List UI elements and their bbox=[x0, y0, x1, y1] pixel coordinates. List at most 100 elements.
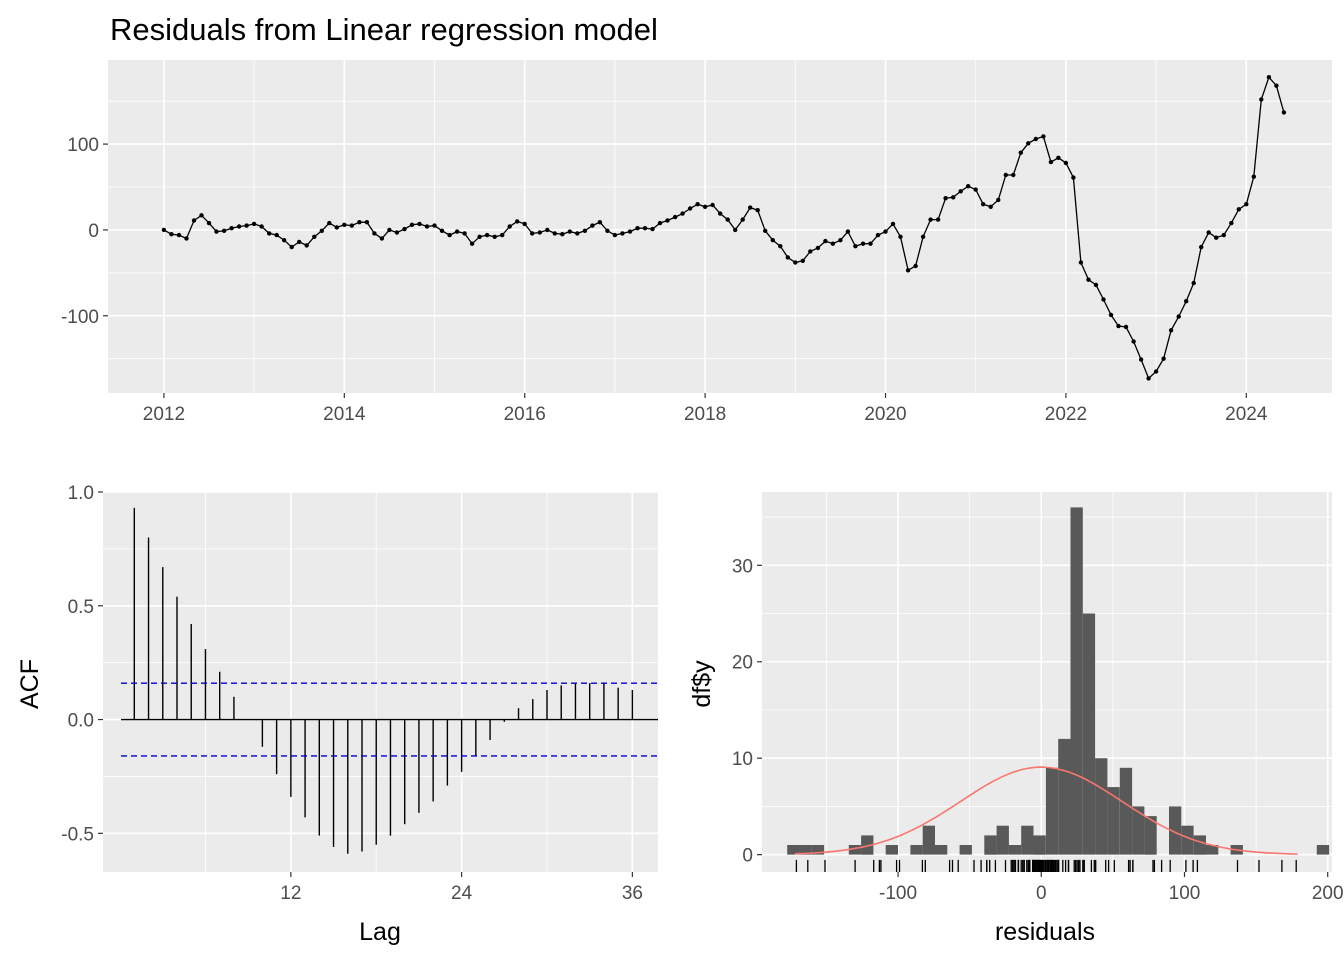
x-tick-label: -100 bbox=[879, 883, 917, 904]
residual-point bbox=[176, 232, 182, 238]
y-tick-label: 0 bbox=[742, 846, 753, 867]
normal-density-curve bbox=[794, 766, 1298, 855]
residual-point bbox=[274, 232, 279, 238]
residual-point bbox=[394, 230, 400, 235]
y-tick-label: 20 bbox=[732, 653, 753, 674]
residual-point bbox=[364, 220, 370, 225]
residual-time-series-panel: 2012 2014 2016 2018 2020 2022 2024 -100 0 100 bbox=[61, 60, 1332, 425]
residual-point bbox=[297, 239, 302, 245]
hist-x-label: residuals bbox=[995, 918, 1095, 946]
x-tick-label: 36 bbox=[622, 883, 643, 904]
residual-point bbox=[206, 220, 212, 226]
residual-point bbox=[199, 213, 204, 218]
hist-bar bbox=[1095, 758, 1108, 855]
y-tick-label: -0.5 bbox=[61, 824, 94, 845]
residual-point bbox=[1138, 357, 1144, 362]
y-tick-label: 1.0 bbox=[68, 483, 94, 504]
residual-point bbox=[545, 227, 550, 233]
residual-point bbox=[251, 221, 257, 227]
x-tick-label: 2016 bbox=[504, 404, 546, 425]
residual-point bbox=[1071, 175, 1076, 180]
residual-point bbox=[1131, 339, 1136, 344]
residual-point bbox=[718, 211, 723, 216]
residual-point bbox=[1116, 323, 1121, 329]
residual-point bbox=[169, 232, 174, 237]
y-tick-label: 10 bbox=[732, 749, 753, 770]
hist-bars bbox=[787, 507, 1330, 855]
residual-point bbox=[890, 221, 896, 227]
residual-point bbox=[372, 231, 377, 236]
hist-bar bbox=[811, 845, 825, 855]
hist-bar bbox=[996, 825, 1009, 855]
hist-bar bbox=[1082, 613, 1096, 855]
hist-bar bbox=[799, 845, 812, 855]
residual-point bbox=[853, 244, 858, 249]
acf-y-label: ACF bbox=[16, 659, 44, 709]
residual-point bbox=[1168, 328, 1174, 333]
x-tick-label: 0 bbox=[1036, 883, 1047, 904]
hist-bar bbox=[861, 835, 874, 855]
residual-point bbox=[695, 202, 700, 207]
residual-point bbox=[1236, 207, 1242, 212]
residual-point bbox=[402, 226, 407, 232]
hist-bar bbox=[1193, 835, 1206, 855]
x-tick-label: 2012 bbox=[143, 404, 185, 425]
residual-point bbox=[1221, 232, 1227, 238]
residual-point bbox=[184, 236, 189, 241]
residual-point bbox=[500, 232, 505, 238]
residual-point bbox=[642, 226, 648, 231]
residual-point bbox=[259, 224, 264, 229]
residual-point bbox=[1018, 150, 1023, 155]
y-tick-label: -100 bbox=[61, 307, 99, 328]
residual-point bbox=[996, 197, 1001, 203]
residual-point bbox=[808, 249, 813, 254]
histogram-panel: -100 0 100 200 0 10 20 30 residuals df$y bbox=[688, 492, 1344, 946]
hist-bar bbox=[1033, 835, 1046, 855]
residual-point bbox=[477, 234, 482, 239]
residual-point bbox=[484, 232, 490, 238]
hist-bar bbox=[910, 845, 923, 855]
residual-point bbox=[973, 187, 978, 192]
residual-point bbox=[590, 223, 595, 228]
residual-point bbox=[1146, 376, 1151, 381]
residual-point bbox=[1003, 172, 1008, 178]
hist-bar bbox=[1206, 845, 1219, 855]
hist-bar bbox=[848, 845, 862, 855]
residual-point bbox=[612, 232, 618, 238]
x-tick-label: 2020 bbox=[864, 404, 906, 425]
residual-point bbox=[417, 221, 422, 227]
residual-point bbox=[191, 218, 197, 223]
residual-point bbox=[898, 234, 903, 239]
hist-bar bbox=[1107, 787, 1120, 855]
residual-point bbox=[342, 222, 347, 227]
residual-point bbox=[733, 227, 738, 233]
residual-point bbox=[935, 217, 941, 222]
residual-point bbox=[357, 220, 362, 225]
residual-point bbox=[883, 229, 888, 234]
residual-point bbox=[657, 220, 663, 226]
y-tick-label: 30 bbox=[732, 556, 753, 577]
residual-point bbox=[214, 229, 219, 234]
residual-point bbox=[1093, 282, 1099, 288]
residual-point bbox=[1161, 356, 1166, 361]
residual-point bbox=[1101, 297, 1106, 302]
ts-gridlines bbox=[108, 60, 1332, 393]
residual-point bbox=[492, 234, 497, 239]
residual-point bbox=[650, 226, 655, 232]
hist-bar bbox=[1316, 845, 1330, 855]
hist-y-label: df$y bbox=[688, 660, 716, 708]
residual-point bbox=[439, 228, 445, 233]
hist-bar bbox=[1008, 845, 1022, 855]
hist-normal-curve bbox=[794, 766, 1298, 855]
residual-point bbox=[966, 184, 971, 189]
residual-point bbox=[552, 231, 557, 236]
residual-point bbox=[1033, 136, 1039, 142]
x-tick-label: 200 bbox=[1312, 883, 1344, 904]
hist-bar bbox=[1045, 767, 1059, 855]
hist-bar bbox=[885, 845, 898, 855]
hist-bar bbox=[1070, 507, 1083, 855]
residual-point bbox=[1244, 202, 1249, 207]
x-tick-label: 2014 bbox=[323, 404, 366, 425]
residual-point bbox=[778, 244, 783, 249]
